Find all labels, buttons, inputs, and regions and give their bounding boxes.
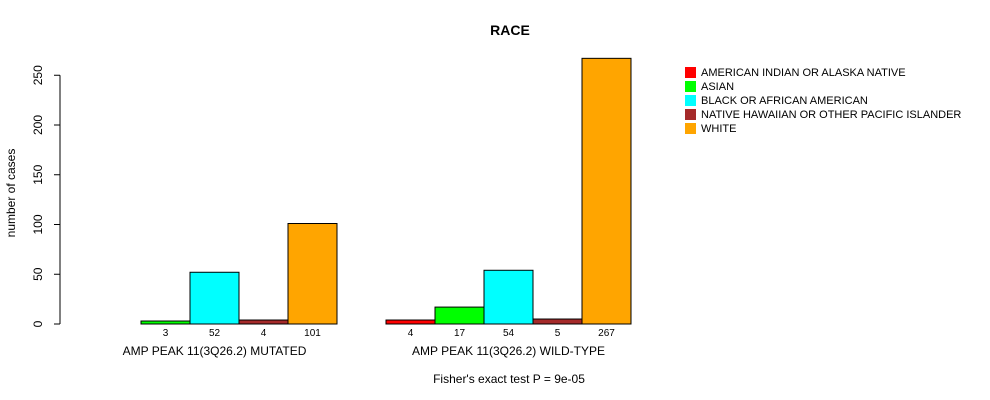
legend-items: AMERICAN INDIAN OR ALASKA NATIVE ASIAN BLA… (685, 67, 961, 135)
bar-value-label: 101 (304, 328, 321, 339)
bar-value-label: 267 (598, 328, 615, 339)
legend-entry: BLACK OR AFRICAN AMERICAN (701, 95, 868, 107)
y-tick-label: 250 (31, 65, 45, 85)
bar-value-label: 54 (503, 328, 515, 339)
bar-value-label: 3 (163, 328, 169, 339)
y-tick-label: 50 (31, 267, 45, 281)
legend-swatch (685, 109, 696, 120)
y-tick-label: 150 (31, 164, 45, 184)
y-axis: 0 50 100 150 200 250 (31, 65, 61, 327)
bar (483, 269, 534, 325)
legend-entry: ASIAN (701, 81, 734, 93)
chart-title: RACE (490, 22, 530, 38)
fisher-test-footnote: Fisher's exact test P = 9e-05 (433, 372, 585, 386)
legend: AMERICAN INDIAN OR ALASKA NATIVE ASIAN BLA… (685, 67, 961, 135)
legend-swatch (685, 81, 696, 92)
bar (532, 318, 583, 325)
y-axis-label: number of cases (4, 149, 18, 238)
group-label: AMP PEAK 11(3Q26.2) MUTATED (123, 344, 307, 358)
y-tick-label: 0 (31, 320, 45, 327)
legend-swatch (685, 95, 696, 106)
bar (434, 306, 485, 325)
legend-entry: AMERICAN INDIAN OR ALASKA NATIVE (701, 67, 906, 79)
bar (140, 320, 191, 325)
bars-group: 3 52 4 101 4 17 54 5 267 (140, 57, 632, 339)
bar-value-label: 52 (209, 328, 221, 339)
bar (287, 223, 338, 325)
bar-value-label: 4 (408, 328, 414, 339)
legend-swatch (685, 123, 696, 134)
legend-entry: NATIVE HAWAIIAN OR OTHER PACIFIC ISLANDE… (701, 109, 961, 121)
bar (189, 271, 240, 325)
legend-swatch (685, 67, 696, 78)
bar-value-label: 5 (555, 328, 561, 339)
legend-entry: WHITE (701, 123, 736, 135)
group-label: AMP PEAK 11(3Q26.2) WILD-TYPE (412, 344, 605, 358)
group-labels: AMP PEAK 11(3Q26.2) MUTATED AMP PEAK 11(3… (123, 344, 605, 358)
bar-value-label: 4 (261, 328, 267, 339)
bar-value-label: 17 (454, 328, 466, 339)
bar (385, 319, 436, 325)
y-tick-label: 100 (31, 214, 45, 234)
y-tick-label: 200 (31, 115, 45, 135)
bar (238, 319, 289, 325)
bar (581, 57, 632, 325)
